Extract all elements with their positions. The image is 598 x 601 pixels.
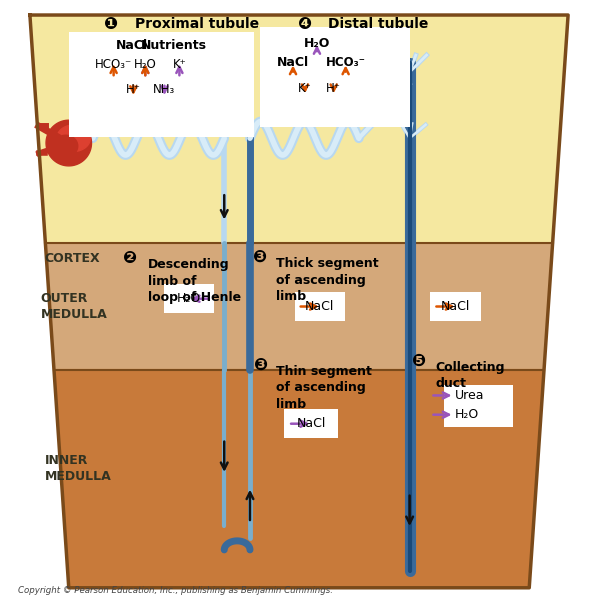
Text: ❸: ❸: [254, 356, 269, 374]
FancyBboxPatch shape: [69, 31, 254, 137]
Text: NaCl: NaCl: [441, 300, 471, 313]
FancyBboxPatch shape: [284, 409, 338, 438]
Text: K⁺: K⁺: [173, 58, 186, 71]
Text: K⁺: K⁺: [298, 82, 312, 95]
Text: H₂O: H₂O: [304, 37, 330, 50]
Text: Thin segment
of ascending
limb: Thin segment of ascending limb: [276, 365, 372, 411]
Polygon shape: [30, 15, 568, 243]
Text: H₂O: H₂O: [177, 292, 201, 305]
FancyBboxPatch shape: [444, 385, 512, 427]
Polygon shape: [54, 370, 544, 588]
Text: HCO₃⁻: HCO₃⁻: [326, 56, 365, 69]
Text: NaCl: NaCl: [296, 417, 326, 430]
Polygon shape: [45, 243, 553, 370]
Text: OUTER
MEDULLA: OUTER MEDULLA: [41, 292, 108, 321]
Text: Proximal tubule: Proximal tubule: [135, 17, 259, 31]
FancyBboxPatch shape: [295, 292, 346, 321]
Polygon shape: [57, 125, 90, 151]
Text: H₂O: H₂O: [454, 408, 479, 421]
Text: ❹: ❹: [298, 15, 312, 33]
Text: ❸: ❸: [253, 248, 267, 266]
Text: NaCl: NaCl: [305, 300, 335, 313]
Text: Thick segment
of ascending
limb: Thick segment of ascending limb: [276, 257, 379, 304]
Text: HCO₃⁻: HCO₃⁻: [95, 58, 132, 71]
FancyBboxPatch shape: [431, 292, 481, 321]
Text: NaCl: NaCl: [277, 56, 309, 69]
Text: NH₃: NH₃: [153, 83, 176, 96]
Text: CORTEX: CORTEX: [45, 252, 100, 266]
Polygon shape: [54, 135, 78, 157]
Text: H⁺: H⁺: [327, 82, 341, 95]
Polygon shape: [46, 120, 91, 166]
Text: Copyright © Pearson Education, Inc., publishing as Benjamin Cummings.: Copyright © Pearson Education, Inc., pub…: [18, 586, 333, 595]
Text: NaCl: NaCl: [115, 39, 148, 52]
Text: Descending
limb of
loop of Henle: Descending limb of loop of Henle: [148, 258, 242, 305]
Text: H₂O: H₂O: [134, 58, 157, 71]
Text: H⁺: H⁺: [126, 83, 141, 96]
Text: ❺: ❺: [411, 352, 426, 370]
Text: ❶: ❶: [103, 15, 118, 33]
Text: Urea: Urea: [454, 389, 484, 402]
Text: Collecting
duct: Collecting duct: [435, 361, 505, 390]
FancyBboxPatch shape: [260, 27, 410, 127]
FancyBboxPatch shape: [164, 284, 215, 313]
Text: Distal tubule: Distal tubule: [328, 17, 428, 31]
Text: Nutrients: Nutrients: [141, 39, 206, 52]
Text: ❷: ❷: [123, 249, 138, 267]
Text: INNER
MEDULLA: INNER MEDULLA: [45, 454, 112, 483]
